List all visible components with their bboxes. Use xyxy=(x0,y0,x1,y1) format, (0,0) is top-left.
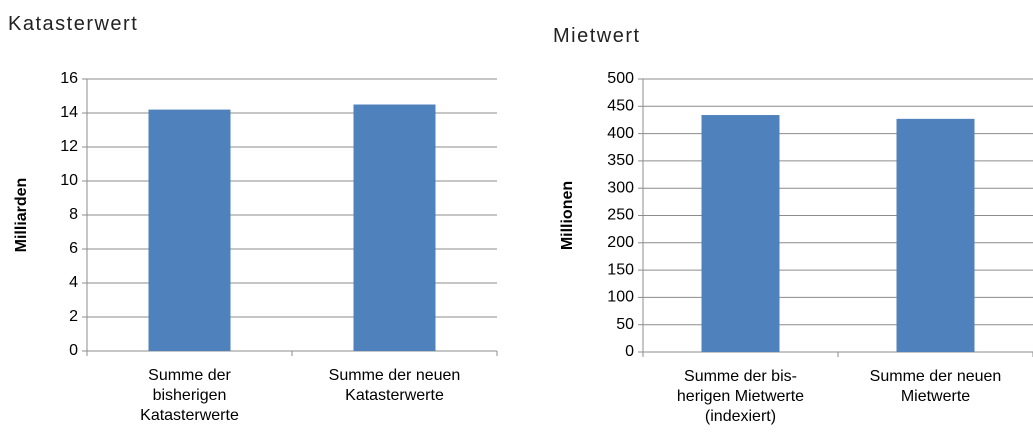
y-axis-label: Milliarden xyxy=(13,178,30,253)
y-tick-label: 300 xyxy=(607,179,634,196)
y-tick-label: 100 xyxy=(607,289,634,306)
chart: Mietwert Millionen 0 50 100 150 200 250 300 350 40… xyxy=(553,25,1033,425)
y-tick-label: 16 xyxy=(60,70,78,87)
y-tick-label: 14 xyxy=(60,104,78,121)
y-tick-label: 0 xyxy=(625,343,634,360)
chart-title: Katasterwert xyxy=(8,13,138,35)
y-axis-label: Millionen xyxy=(559,181,576,250)
y-tick-label: 350 xyxy=(607,152,634,169)
y-tick-label: 2 xyxy=(69,308,78,325)
y-tick-label: 6 xyxy=(69,240,78,257)
chart-title: Mietwert xyxy=(553,25,641,47)
y-tick-label: 50 xyxy=(616,316,634,333)
y-tick-label: 400 xyxy=(607,125,634,142)
y-tick-label: 0 xyxy=(69,342,78,359)
y-tick-label: 250 xyxy=(607,207,634,224)
y-tick-label: 150 xyxy=(607,261,634,278)
bar xyxy=(896,118,975,352)
bar xyxy=(701,115,780,352)
y-tick-label: 12 xyxy=(60,138,78,155)
y-tick-label: 4 xyxy=(69,274,78,291)
y-tick-label: 450 xyxy=(607,98,634,115)
bar xyxy=(353,104,436,351)
y-tick-label: 10 xyxy=(60,172,78,189)
x-tick-label: Summe der neuen Katasterwerte xyxy=(329,367,461,404)
y-tick-label: 500 xyxy=(607,70,634,87)
bar xyxy=(148,109,231,351)
y-tick-label: 200 xyxy=(607,234,634,251)
x-tick-label: Summe der neuen Mietwerte xyxy=(870,368,1002,405)
y-tick-label: 8 xyxy=(69,206,78,223)
x-tick-label: Summe der bis-herigen Mietwerte (indexier… xyxy=(677,368,804,425)
x-tick-label: Summe der bisherigen Katasterwerte xyxy=(140,367,239,424)
chart: Katasterwert Milliarden 0 2 4 6 8 10 12 14 16 Summe… xyxy=(8,13,498,424)
